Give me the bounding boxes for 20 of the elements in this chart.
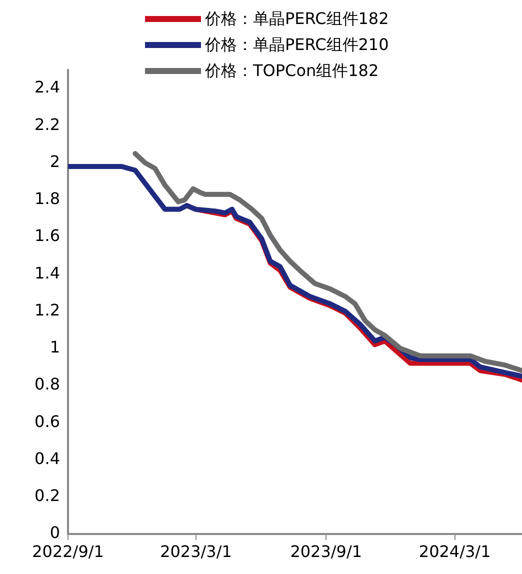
y-tick-label: 1.8 (34, 189, 60, 208)
y-tick-label: 2.2 (34, 114, 60, 134)
y-tick-label: 0.2 (34, 486, 60, 506)
y-tick-label: 2.4 (34, 78, 60, 97)
y-tick-label: 1 (50, 338, 60, 357)
x-tick-label: 2022/9/1 (32, 542, 104, 561)
y-tick-label: 0 (50, 523, 60, 542)
legend-label: 价格：单晶PERC组件210 (205, 34, 389, 56)
x-tick-label: 2023/3/1 (160, 542, 232, 561)
y-tick-label: 2 (50, 152, 60, 171)
y-tick-label: 1.6 (34, 226, 60, 246)
legend-label: 价格：单晶PERC组件182 (205, 8, 389, 30)
y-tick-label: 1.2 (34, 300, 60, 320)
y-tick-label: 0.4 (34, 448, 60, 468)
y-tick-label: 0.8 (34, 374, 60, 394)
legend-label: 价格：TOPCon组件182 (205, 60, 379, 82)
y-tick-label: 0.6 (34, 412, 60, 431)
x-tick-label: 2024/3/1 (418, 542, 491, 561)
x-tick-label: 2023/9/1 (290, 542, 362, 561)
y-tick-label: 1.4 (34, 263, 60, 282)
